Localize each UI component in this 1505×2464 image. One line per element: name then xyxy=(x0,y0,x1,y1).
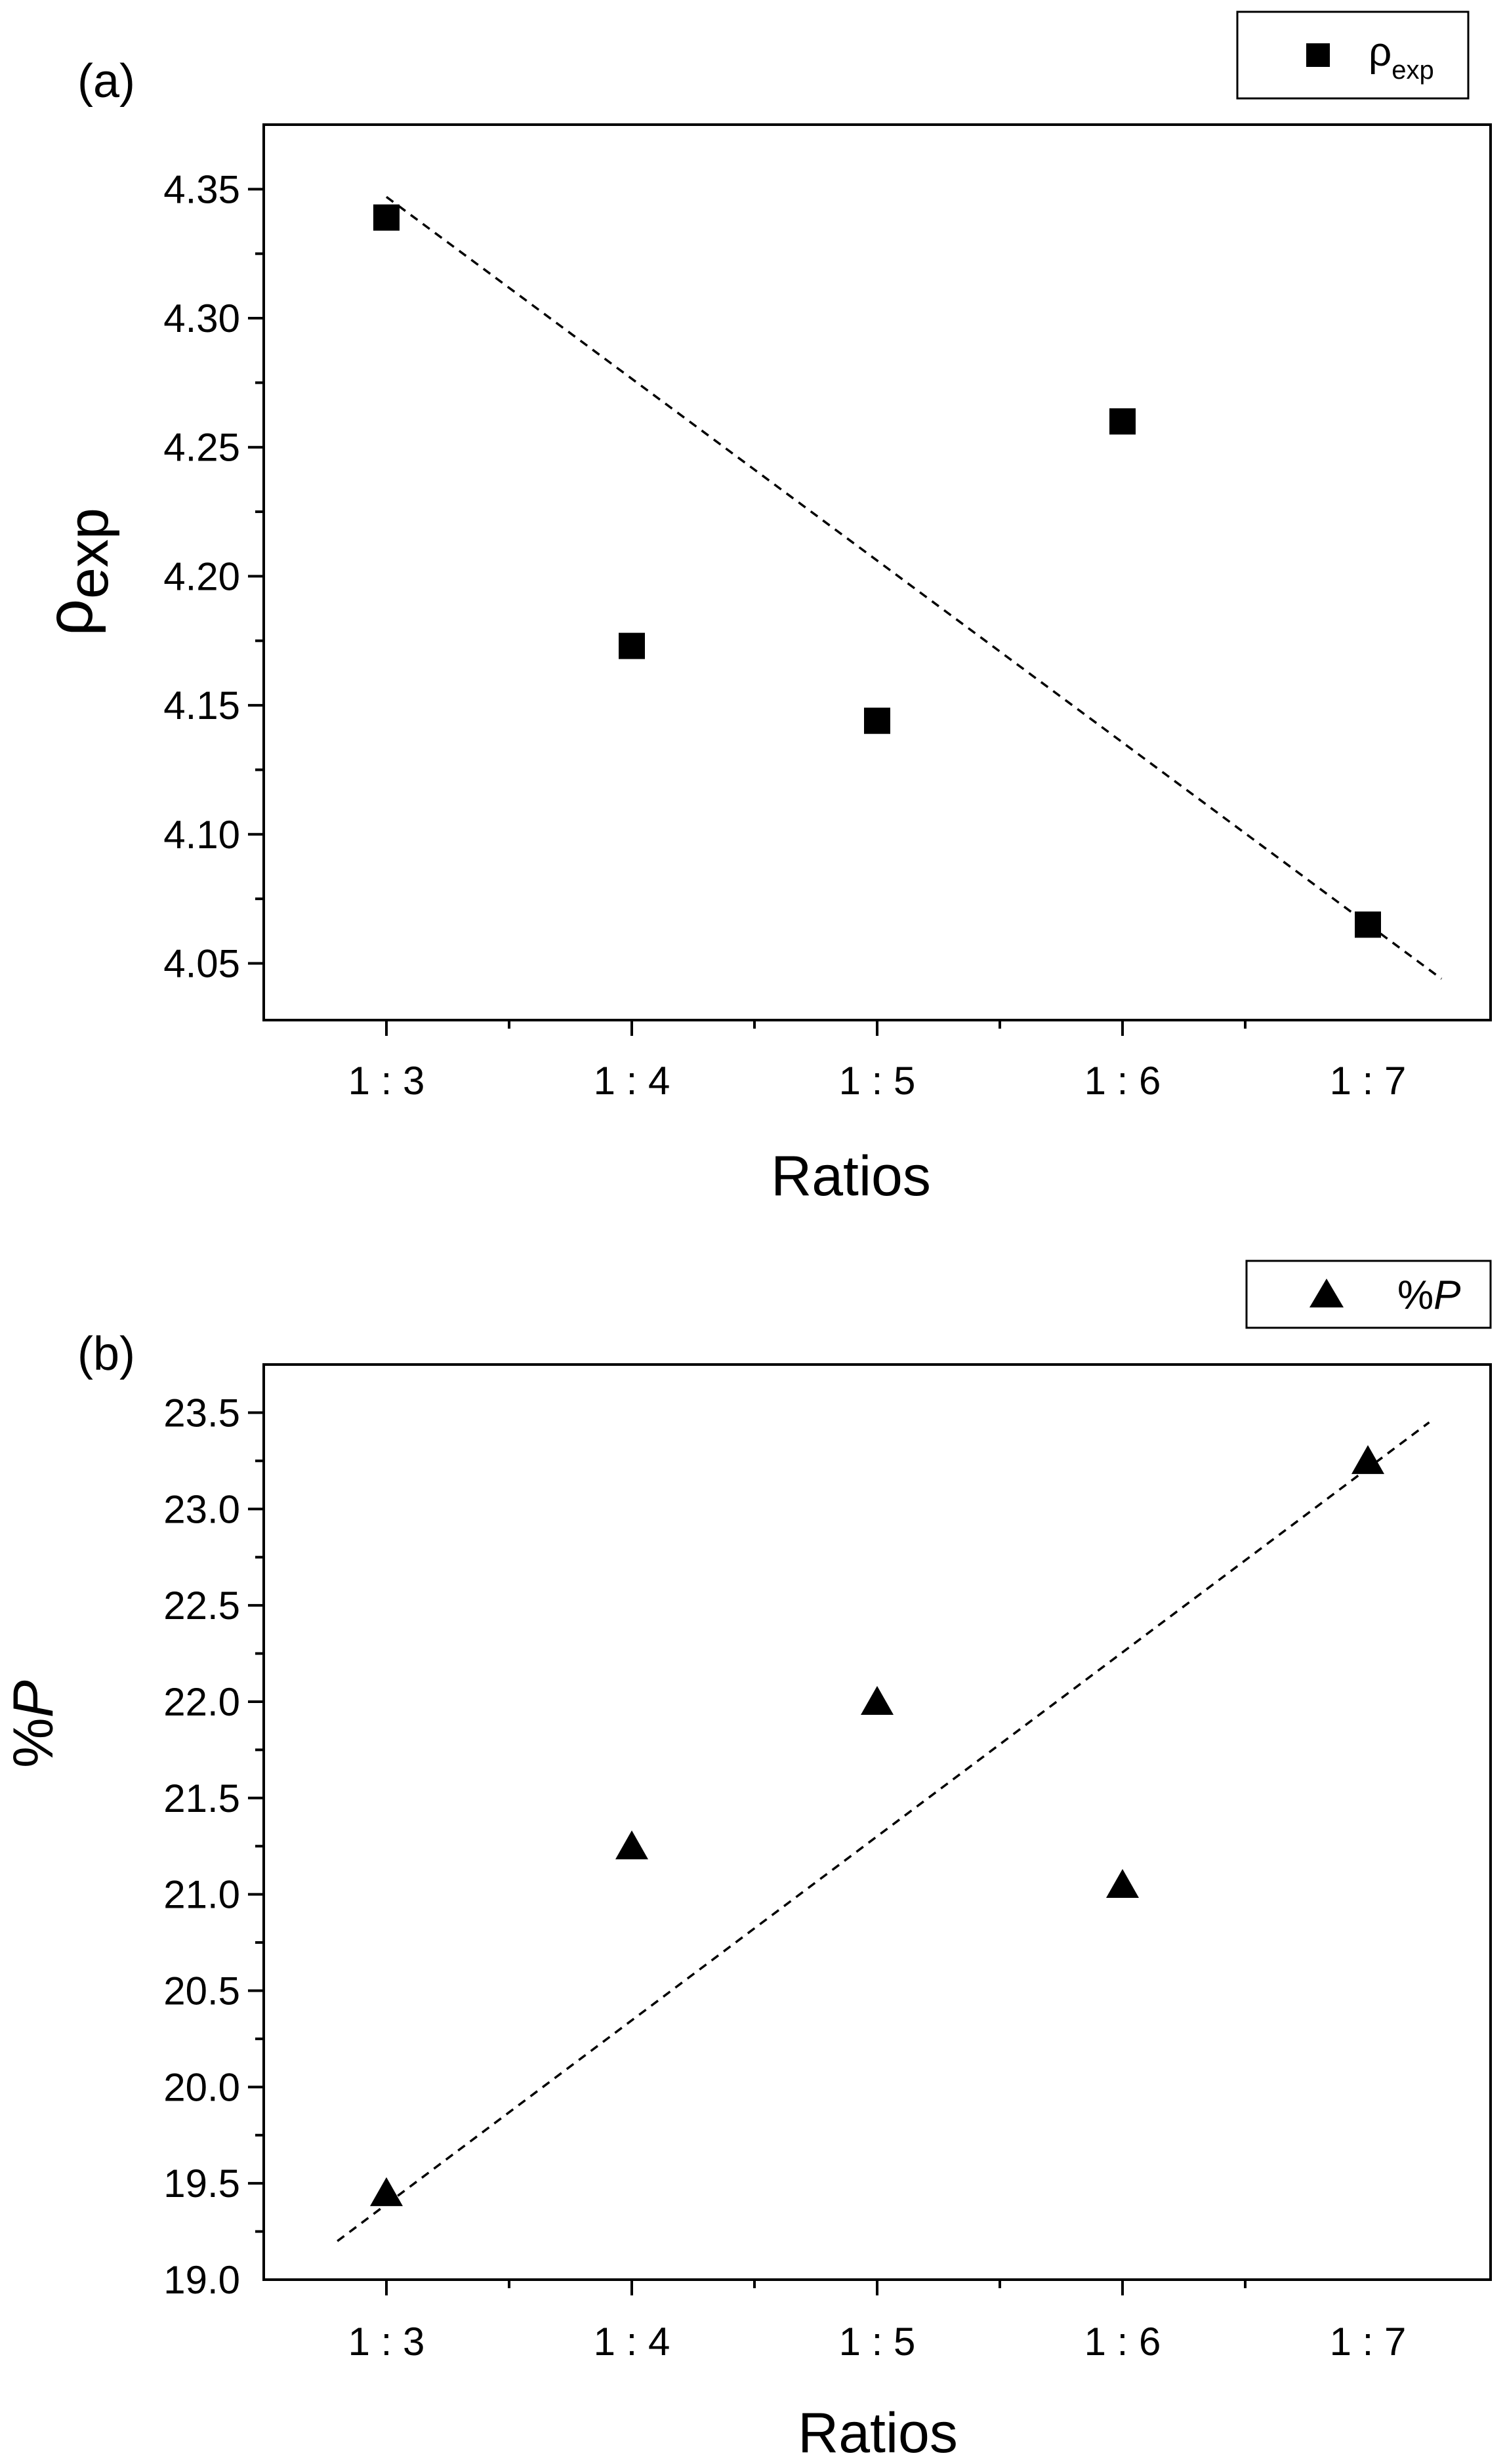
data-point xyxy=(1351,1445,1384,1474)
legend: ρexp xyxy=(1236,10,1470,100)
x-tick-label: 1 : 5 xyxy=(839,2320,916,2364)
x-tick-label: 1 : 4 xyxy=(594,2320,670,2364)
y-tick-label: 20.0 xyxy=(163,2065,240,2109)
legend-label: ρexp xyxy=(1369,30,1434,85)
y-tick-label: 21.5 xyxy=(163,1776,240,1820)
y-axis-label-italic: P xyxy=(2,1680,65,1717)
y-tick-label: 23.0 xyxy=(163,1487,240,1531)
legend-label-sub: exp xyxy=(1392,56,1434,85)
data-point xyxy=(615,1830,648,1860)
y-tick-label: 4.15 xyxy=(163,684,240,728)
y-tick-label: 4.35 xyxy=(163,167,240,211)
x-tick-label: 1 : 3 xyxy=(348,2320,425,2364)
panel-a: 1 : 3 1 : 4 1 : 5 1 : 6 1 : 7 4.05 4.10 4.15 4.2… xyxy=(33,10,1492,1208)
y-axis-label-sub: exp xyxy=(57,508,120,599)
x-axis-ticks xyxy=(385,2280,1247,2295)
y-axis-label-prefix: % xyxy=(2,1717,65,1767)
x-axis-label: Ratios xyxy=(771,1145,931,1208)
plot-frame xyxy=(262,1363,1492,2281)
data-point xyxy=(864,707,890,734)
legend-label-italic: P xyxy=(1433,1273,1460,1318)
trend-line xyxy=(385,195,1443,980)
y-tick-label: 4.10 xyxy=(163,813,240,857)
y-tick-label: 4.25 xyxy=(163,426,240,470)
y-axis-label: ρexp xyxy=(33,508,120,636)
data-point xyxy=(373,204,400,231)
data-point xyxy=(1355,911,1381,938)
y-axis-ticks xyxy=(248,188,264,965)
x-tick-label: 1 : 5 xyxy=(839,1059,916,1103)
y-tick-label: 21.0 xyxy=(163,1873,240,1917)
legend-box xyxy=(1245,1260,1492,1329)
x-axis-ticks xyxy=(385,1020,1247,1036)
y-tick-label: 19.0 xyxy=(163,2258,240,2302)
x-tick-label: 1 : 4 xyxy=(594,1059,670,1103)
legend-marker xyxy=(1306,43,1330,67)
trend-line xyxy=(337,1421,1430,2242)
data-point xyxy=(1106,1868,1139,1898)
x-tick-label: 1 : 6 xyxy=(1084,2320,1161,2364)
y-tick-label: 20.5 xyxy=(163,1969,240,2013)
y-tick-label: 22.5 xyxy=(163,1584,240,1628)
data-point xyxy=(370,2177,403,2206)
legend-box xyxy=(1236,10,1470,100)
data-point xyxy=(861,1685,894,1715)
y-tick-label: 23.5 xyxy=(163,1391,240,1435)
y-axis-label: %P xyxy=(2,1680,65,1768)
y-axis-ticks xyxy=(248,1411,264,2233)
y-tick-label: 19.5 xyxy=(163,2162,240,2206)
y-axis-label-main: ρ xyxy=(33,599,106,636)
legend-label-prefix: % xyxy=(1397,1273,1433,1318)
plot-frame xyxy=(262,123,1492,1021)
legend: %P xyxy=(1245,1260,1492,1329)
panel-label: (a) xyxy=(77,55,135,108)
legend-marker xyxy=(1309,1279,1344,1307)
x-tick-label: 1 : 3 xyxy=(348,1059,425,1103)
x-tick-label: 1 : 7 xyxy=(1330,2320,1407,2364)
panel-label: (b) xyxy=(77,1328,135,1380)
y-tick-label: 4.05 xyxy=(163,941,240,985)
legend-label-main: ρ xyxy=(1369,30,1392,75)
x-tick-label: 1 : 7 xyxy=(1330,1059,1407,1103)
x-tick-label: 1 : 6 xyxy=(1084,1059,1161,1103)
legend-label: %P xyxy=(1397,1273,1461,1318)
y-tick-label: 4.30 xyxy=(163,297,240,340)
x-axis-label: Ratios xyxy=(798,2402,958,2464)
data-point xyxy=(1109,408,1136,435)
y-tick-label: 4.20 xyxy=(163,554,240,598)
y-tick-label: 22.0 xyxy=(163,1680,240,1724)
data-point xyxy=(619,632,645,659)
panel-b: 1 : 3 1 : 4 1 : 5 1 : 6 1 : 7 19.0 19.5 20.0 20.… xyxy=(2,1260,1492,2464)
